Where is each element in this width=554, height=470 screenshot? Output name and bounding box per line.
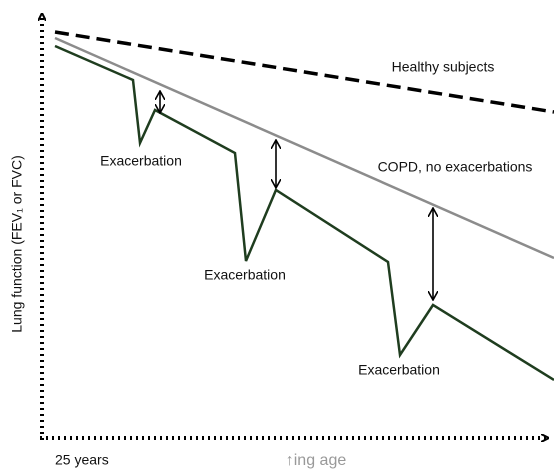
healthy-line xyxy=(54,30,554,114)
healthy-label: Healthy subjects xyxy=(392,59,495,75)
exacerbation-label: Exacerbation xyxy=(100,153,182,169)
exacerbation-label: Exacerbation xyxy=(204,267,286,283)
copd-line xyxy=(54,36,554,260)
y-axis-label: Lung function (FEV₁ or FVC) xyxy=(9,155,25,332)
exacerbation-label: Exacerbation xyxy=(358,362,440,378)
copd-label: COPD, no exacerbations xyxy=(378,159,533,175)
x-axis-label: ↑ing age xyxy=(286,452,347,469)
x-start-label: 25 years xyxy=(55,452,109,468)
exacerbation-line xyxy=(54,44,554,382)
